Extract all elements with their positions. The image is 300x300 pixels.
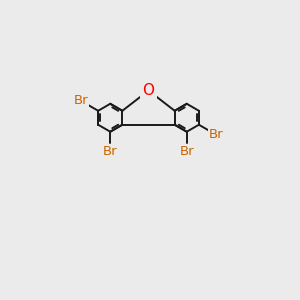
Text: Br: Br xyxy=(73,94,88,107)
Text: Br: Br xyxy=(209,128,224,141)
Text: Br: Br xyxy=(179,146,194,158)
Text: O: O xyxy=(142,83,154,98)
Text: Br: Br xyxy=(103,146,118,158)
